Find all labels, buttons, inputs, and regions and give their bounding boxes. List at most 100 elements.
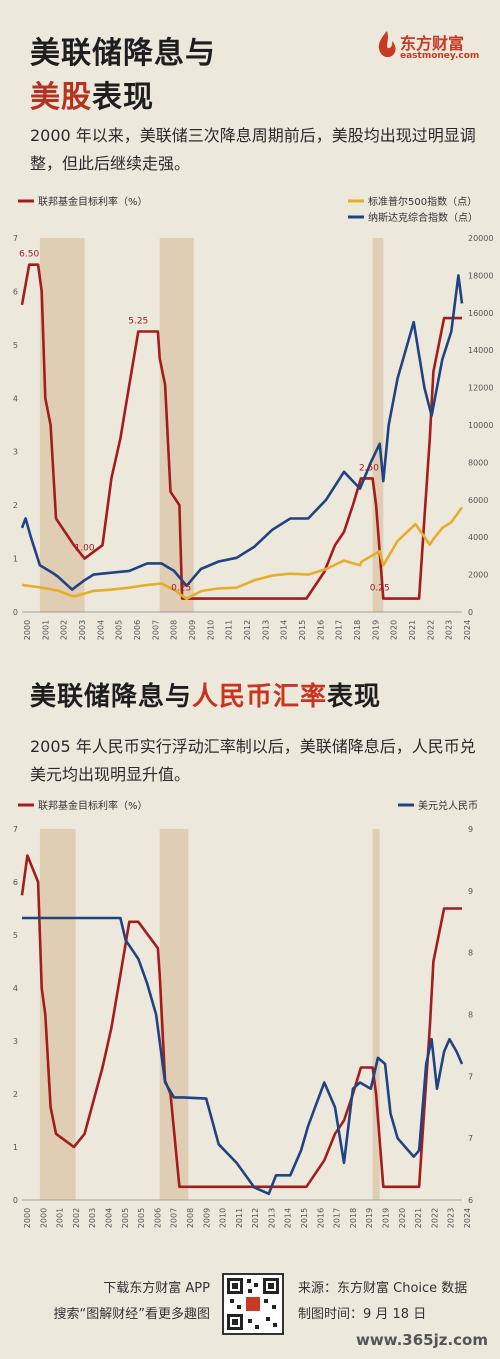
data-label: 0.25 [370, 584, 390, 594]
section2-title-red: 人民币汇率 [192, 682, 328, 712]
x-tick-label: 2008 [170, 620, 179, 640]
brand-name: 东方财富 [400, 34, 465, 53]
x-tick-label: 2008 [186, 1208, 195, 1228]
x-tick-label: 2016 [316, 620, 325, 640]
x-tick-label: 2020 [398, 1208, 407, 1228]
x-tick-label: 2014 [280, 620, 289, 640]
x-tick-label: 2001 [56, 1208, 65, 1228]
x-tick-label: 2012 [243, 620, 252, 640]
x-tick-label: 2010 [206, 620, 215, 640]
x-tick-label: 2024 [463, 620, 472, 640]
qr-code[interactable] [222, 1273, 284, 1335]
section2-lead: 2005 年人民币实行浮动汇率制以后，美联储降息后，人民币兑美元均出现明显升值。 [30, 737, 476, 784]
section2-title-a: 美联储降息与 [30, 682, 193, 712]
x-tick-label: 2019 [371, 620, 380, 640]
x-tick-label: 2024 [463, 1208, 472, 1228]
x-tick-label: 2019 [382, 1208, 391, 1228]
x-tick-label: 2003 [88, 1208, 97, 1228]
x-tick-label: 2015 [298, 620, 307, 640]
footer-date: 制图时间：9 月 18 日 [298, 1307, 427, 1322]
data-label: 6.50 [19, 250, 39, 260]
x-tick-label: 2021 [414, 1208, 423, 1228]
flame-icon [378, 31, 396, 58]
x-tick-label: 2022 [426, 620, 435, 640]
x-tick-label: 2017 [333, 1208, 342, 1228]
x-tick-label: 2013 [261, 620, 270, 640]
y-right-tick-label: 6 [468, 1196, 473, 1205]
x-tick-label: 2000 [39, 1208, 48, 1228]
footer-source: 来源：东方财富 Choice 数据 [298, 1281, 468, 1296]
x-tick-label: 2023 [445, 620, 454, 640]
y-left-tick-label: 7 [13, 234, 18, 243]
x-tick-label: 2007 [170, 1208, 179, 1228]
y-left-tick-label: 3 [13, 1037, 18, 1046]
x-tick-label: 2020 [390, 620, 399, 640]
y-right-tick-label: 4000 [468, 533, 488, 542]
stocks-vs-rate-chart: 0 1 2 3 4 5 6 7 0 2000 4000 6000 8000 10000 12000 14000… [13, 195, 494, 640]
legend-label-rate: 联邦基金目标利率（%） [38, 195, 148, 208]
fx-vs-rate-chart: 0 1 2 3 4 5 6 7 6 7 7 8 8 9 9 2000 2000 2001 2002 2003 2004 2… [13, 799, 478, 1228]
x-tick-label: 2005 [137, 1208, 146, 1228]
x-tick-label: 2005 [121, 1208, 130, 1228]
footer-right: 来源：东方财富 Choice 数据 制图时间：9 月 18 日 [298, 1276, 467, 1328]
y-left-tick-label: 0 [13, 608, 18, 617]
x-tick-label: 2014 [284, 1208, 293, 1228]
x-tick-label: 2004 [96, 620, 105, 640]
series-line-2 [20, 274, 464, 591]
shaded-period [372, 238, 384, 612]
y-right-tick-label: 20000 [468, 234, 493, 243]
y-left-tick-label: 2 [13, 1090, 18, 1099]
y-left-tick-label: 3 [13, 448, 18, 457]
legend-label-rate: 联邦基金目标利率（%） [38, 799, 148, 812]
data-label: 5.25 [128, 317, 148, 327]
y-left-tick-label: 6 [13, 287, 18, 296]
y-right-tick-label: 6000 [468, 496, 488, 505]
x-tick-label: 2016 [316, 1208, 325, 1228]
legend-label-usdcny: 美元兑人民币 [418, 799, 478, 812]
x-tick-label: 2000 [23, 1208, 32, 1228]
series-line-1 [22, 916, 464, 1196]
x-tick-label: 2021 [408, 620, 417, 640]
y-left-tick-label: 5 [13, 931, 18, 940]
x-tick-label: 2000 [23, 620, 32, 640]
y-right-tick-label: 12000 [468, 384, 493, 393]
data-label: 1.00 [75, 544, 95, 554]
y-left-tick-label: 1 [13, 555, 18, 564]
x-tick-label: 2017 [335, 620, 344, 640]
brand-url: eastmoney.com [400, 51, 480, 61]
footer-left: 下载东方财富 APP 搜索“图解财经”看更多趣图 [40, 1276, 210, 1328]
legend-label-nasdaq: 纳斯达克综合指数（点） [368, 211, 478, 224]
x-tick-label: 2001 [41, 620, 50, 640]
series-line-1 [21, 506, 464, 601]
y-left-tick-label: 5 [13, 341, 18, 350]
x-tick-label: 2006 [153, 1208, 162, 1228]
y-right-tick-label: 8 [468, 1011, 473, 1020]
y-left-tick-label: 6 [13, 878, 18, 887]
x-tick-label: 2018 [349, 1208, 358, 1228]
shaded-period [39, 238, 85, 612]
qr-code-icon [227, 1278, 279, 1330]
x-tick-label: 2007 [151, 620, 160, 640]
x-tick-label: 2011 [225, 620, 234, 640]
y-right-tick-label: 18000 [468, 271, 493, 280]
y-right-tick-label: 16000 [468, 309, 493, 318]
shaded-period [372, 829, 380, 1200]
y-right-tick-label: 7 [468, 1072, 473, 1081]
watermark: www.365jz.com [355, 1331, 488, 1349]
data-label: 2.50 [359, 463, 379, 473]
title-highlight: 美股 [30, 80, 92, 115]
section2-title-b: 表现 [327, 682, 382, 712]
x-tick-label: 2002 [60, 620, 69, 640]
x-tick-label: 2009 [202, 1208, 211, 1228]
y-left-tick-label: 2 [13, 501, 18, 510]
legend-label-sp500: 标准普尔500指数（点） [368, 195, 477, 208]
x-tick-label: 2005 [115, 620, 124, 640]
y-right-tick-label: 10000 [468, 421, 493, 430]
x-tick-label: 2002 [72, 1208, 81, 1228]
footer-download-text: 下载东方财富 APP [103, 1281, 210, 1296]
footer-search-text: 搜索“图解财经”看更多趣图 [53, 1307, 210, 1322]
x-tick-label: 2011 [235, 1208, 244, 1228]
page-subtitle: 美股表现 [30, 72, 154, 116]
page-title: 美联储降息与 [30, 36, 216, 71]
y-left-tick-label: 1 [13, 1143, 18, 1152]
